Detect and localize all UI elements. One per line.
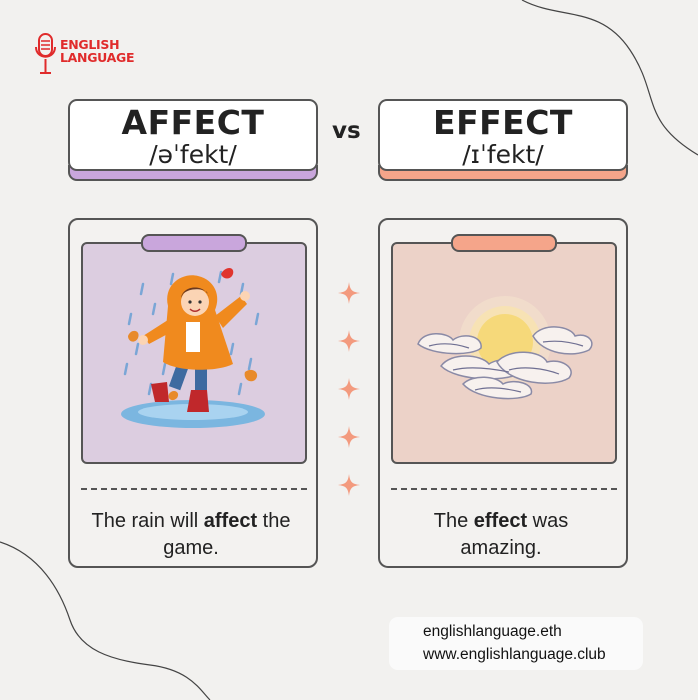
effect-example-sentence: The effect was amazing. [378, 508, 624, 562]
sparkle-icon [338, 330, 360, 352]
sparkle-icon [338, 378, 360, 400]
effect-sentence-keyword: effect [473, 510, 528, 532]
affect-divider [81, 488, 307, 490]
microphone-icon [35, 33, 56, 74]
affect-word-card: AFFECT /əˈfekt/ [68, 99, 318, 181]
logo-line2: LANGUAGE [60, 50, 135, 65]
affect-example-sentence: The rain will affect the game. [68, 508, 314, 562]
affect-sentence-end: the game. [163, 510, 291, 559]
affect-panel-tab [141, 234, 247, 252]
footer-links-box: englishlanguage.eth www.englishlanguage.… [389, 617, 643, 670]
effect-sentence-start: The [433, 510, 474, 532]
brand-logo: ENGLISH LANGUAGE [34, 32, 135, 78]
logo-text: ENGLISH LANGUAGE [60, 37, 135, 65]
affect-word: AFFECT [121, 103, 265, 142]
sparkle-icon [338, 426, 360, 448]
affect-sentence-keyword: affect [203, 510, 258, 532]
sparkle-icon [338, 474, 360, 496]
effect-word-card: EFFECT /ɪˈfekt/ [378, 99, 628, 181]
vs-label: vs [332, 118, 361, 144]
sparkle-column [338, 282, 360, 496]
effect-sentence-end: was amazing. [460, 510, 569, 559]
effect-illustration [391, 242, 617, 464]
affect-sentence-start: The rain will [91, 510, 204, 532]
affect-illustration [81, 242, 307, 464]
sparkle-icon [338, 282, 360, 304]
effect-divider [391, 488, 617, 490]
effect-pronunciation: /ɪˈfekt/ [462, 140, 544, 169]
footer-eth-link[interactable]: englishlanguage.eth [423, 623, 562, 640]
affect-pronunciation: /əˈfekt/ [149, 140, 237, 169]
sun-behind-clouds-icon [417, 296, 593, 400]
effect-word: EFFECT [433, 103, 573, 142]
effect-panel-tab [451, 234, 557, 252]
girl-in-rain-icon [121, 268, 265, 428]
logo-line1: ENGLISH [60, 37, 120, 52]
footer-website-link[interactable]: www.englishlanguage.club [423, 646, 606, 663]
